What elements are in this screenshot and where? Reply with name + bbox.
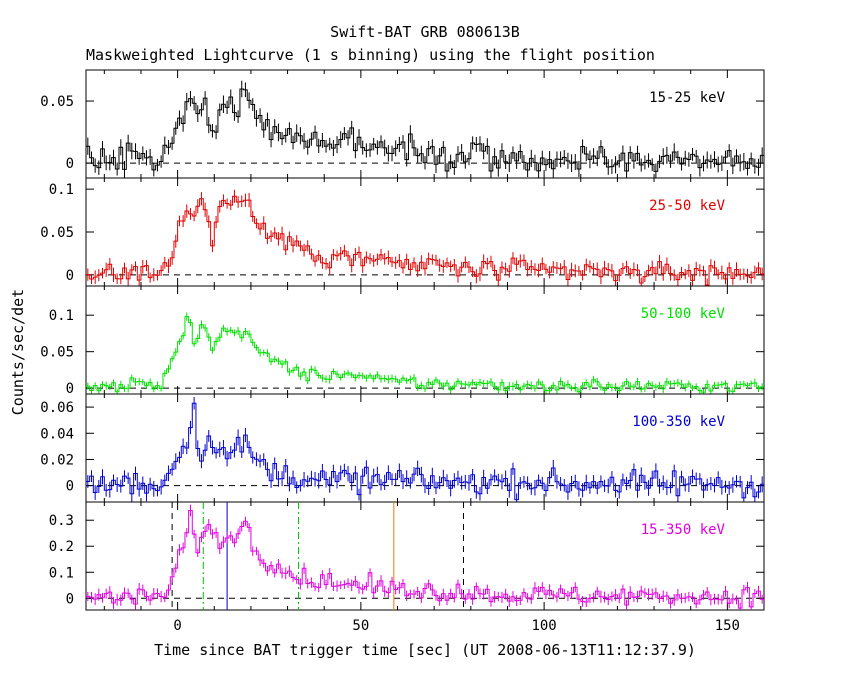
y-tick-label: 0.1 [49,182,74,198]
chart-subtitle: Maskweighted Lightcurve (1 s binning) us… [86,46,655,64]
error-bars [87,396,763,502]
y-tick-label: 0.05 [40,94,74,110]
error-bars [87,504,763,610]
y-tick-label: 0 [66,591,74,607]
y-axis-label: Counts/sec/det [9,289,27,415]
y-tick-label: 0.1 [49,308,74,324]
y-tick-label: 0.02 [40,452,74,468]
y-tick-label: 0.2 [49,539,74,555]
band-label-3: 50-100 keV [641,306,726,322]
error-bars [87,189,763,286]
band-label-4: 100-350 keV [632,414,725,430]
x-axis-label: Time since BAT trigger time [sec] (UT 20… [154,641,696,659]
y-tick-label: 0.1 [49,565,74,581]
y-tick-label: 0 [66,381,74,397]
error-bars [87,312,763,394]
panel-frame-3 [85,285,765,395]
band-label-5: 15-350 keV [641,522,726,538]
y-tick-label: 0 [66,156,74,172]
panels-group: 0 0.05 15-25 keV 0 0.05 0.1 25-50 keV 0 0.05 0.1 5… [40,69,765,634]
band-label-2: 25-50 keV [649,198,725,214]
panel-frame-5 [85,501,765,611]
y-tick-label: 0.06 [40,400,74,416]
x-tick-label: 100 [531,618,556,634]
y-tick-label: 0.04 [40,426,74,442]
x-tick-label: 0 [173,618,181,634]
y-tick-label: 0 [66,268,74,284]
chart-title: Swift-BAT GRB 080613B [330,23,520,41]
lightcurve-50-100-keV [86,316,764,393]
y-tick-label: 0 [66,479,74,495]
x-tick-label: 150 [715,618,740,634]
y-tick-label: 0.3 [49,513,74,529]
y-tick-label: 0.05 [40,225,74,241]
x-tick-label: 50 [352,618,369,634]
band-label-1: 15-25 keV [649,90,725,106]
error-bars [87,80,763,178]
y-tick-label: 0.05 [40,345,74,361]
